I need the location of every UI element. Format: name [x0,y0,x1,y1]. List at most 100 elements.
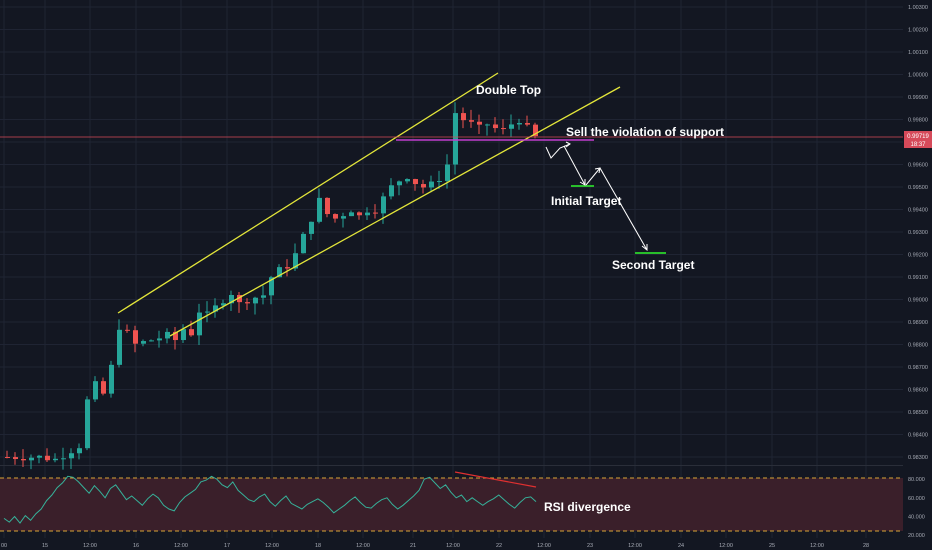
candle-body[interactable] [517,123,522,125]
candle-body[interactable] [477,121,482,125]
candle-body[interactable] [213,305,218,312]
candle-body[interactable] [21,459,26,461]
candle-body[interactable] [53,458,58,461]
candle-body[interactable] [325,197,330,215]
time-axis[interactable]: 00 15 12:00 16 12:00 17 12:00 18 12:00 21 12:00 22 1… [1,543,869,549]
arrow-head-4 [641,244,648,252]
candle-body[interactable] [389,185,394,197]
candle-body[interactable] [501,128,506,130]
candle-body[interactable] [349,212,354,217]
time-tick-label: 12:00 [174,543,188,549]
candle-body[interactable] [221,303,226,306]
candle-body[interactable] [373,212,378,214]
candlestick-series[interactable] [5,102,538,470]
candle-body[interactable] [109,364,114,394]
price-tick-label: 0.98300 [908,455,928,461]
channel-upper-line[interactable] [117,72,499,314]
candle-body[interactable] [429,181,434,188]
candle-body[interactable] [61,458,66,460]
candle-body[interactable] [485,124,490,126]
candle-body[interactable] [509,124,514,129]
candle-body[interactable] [261,295,266,298]
rsi-tick-label: 80.000 [908,477,925,483]
candle-body[interactable] [141,341,146,344]
candle-body[interactable] [277,267,282,278]
candle-body[interactable] [357,212,362,216]
candle-body[interactable] [469,120,474,122]
time-tick-label: 28 [863,543,869,549]
candle-body[interactable] [173,331,178,341]
candle-body[interactable] [293,253,298,269]
rsi-axis[interactable]: 80.000 60.000 40.000 20.000 [908,477,925,539]
candle-body[interactable] [5,457,10,458]
candle-body[interactable] [181,329,186,341]
time-tick-label: 12:00 [83,543,97,549]
candle-body[interactable] [205,311,210,313]
candle-body[interactable] [117,329,122,365]
candle-body[interactable] [165,331,170,339]
rsi-line[interactable] [3,475,537,524]
candle-body[interactable] [101,381,106,394]
candle-body[interactable] [189,329,194,336]
grid-lines [0,0,903,538]
price-tick-label: 0.99500 [908,185,928,191]
candle-body[interactable] [29,457,34,461]
candle-body[interactable] [301,233,306,254]
time-tick-label: 25 [769,543,775,549]
price-tick-label: 1.00200 [908,28,928,34]
candle-body[interactable] [437,180,442,182]
candle-body[interactable] [493,124,498,129]
arrow-head-2 [579,179,586,186]
candle-body[interactable] [237,294,242,303]
candle-body[interactable] [421,184,426,188]
candle-body[interactable] [133,330,138,344]
candle-body[interactable] [525,123,530,125]
rsi-overbought-oversold-band [0,478,903,531]
arrow-head-1 [565,141,571,148]
candle-body[interactable] [253,297,258,304]
candle-body[interactable] [45,455,50,461]
candle-body[interactable] [413,179,418,185]
price-tick-label: 0.99900 [908,95,928,101]
arrow-path-4 [599,167,648,251]
candle-body[interactable] [37,455,42,458]
channel-lower-line[interactable] [169,86,621,337]
candle-body[interactable] [149,340,154,342]
price-tick-label: 0.99600 [908,163,928,169]
candle-body[interactable] [341,216,346,219]
candle-body[interactable] [245,302,250,304]
candle-body[interactable] [93,381,98,400]
candle-body[interactable] [285,267,290,269]
arrow-path-1 [545,143,571,159]
candle-body[interactable] [365,212,370,216]
candle-body[interactable] [453,113,458,165]
time-tick-label: 12:00 [628,543,642,549]
candle-body[interactable] [269,277,274,296]
time-tick-label: 24 [678,543,684,549]
candle-body[interactable] [317,197,322,222]
rsi-tick-label: 60.000 [908,496,925,502]
price-axis[interactable]: 1.00300 1.00200 1.00100 1.00000 0.99900 0.998… [908,5,928,461]
candle-body[interactable] [229,294,234,304]
candle-body[interactable] [77,448,82,454]
candle-body[interactable] [381,196,386,214]
current-price-tag [904,131,932,148]
candle-body[interactable] [461,113,466,121]
candle-body[interactable] [13,457,18,460]
rsi-divergence-line[interactable] [454,471,537,488]
candle-body[interactable] [533,124,538,137]
candle-body[interactable] [397,181,402,186]
candle-body[interactable] [197,312,202,336]
candle-body[interactable] [69,453,74,459]
double-top-label: Double Top [476,83,541,97]
bar-countdown: 18:37 [910,142,926,148]
candle-body[interactable] [309,221,314,234]
time-tick-label: 17 [224,543,230,549]
candle-body[interactable] [333,214,338,219]
candle-body[interactable] [85,399,90,449]
candle-body[interactable] [405,179,410,182]
candle-body[interactable] [157,338,162,341]
candle-body[interactable] [125,329,130,331]
candle-body[interactable] [445,164,450,181]
